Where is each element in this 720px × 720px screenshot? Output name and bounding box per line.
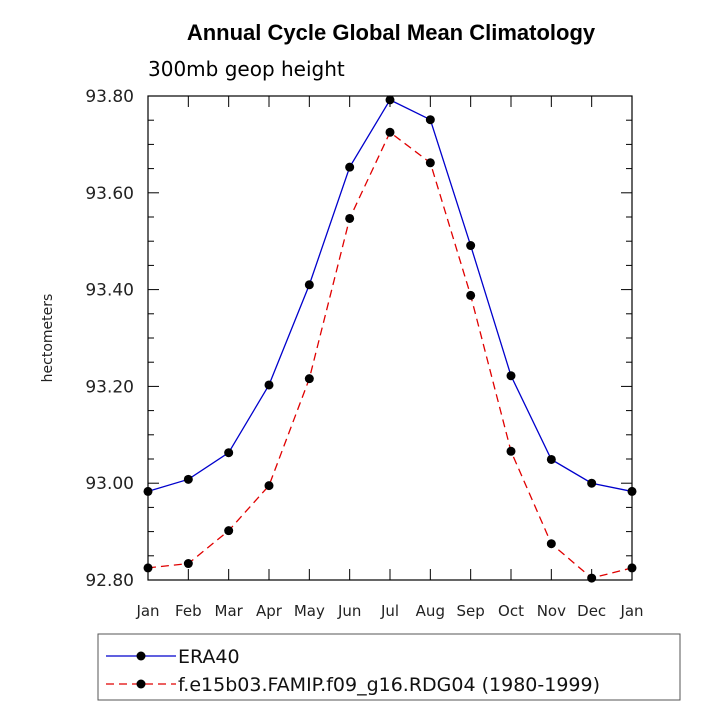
series-line-2 bbox=[147, 131, 633, 579]
data-point-series-1 bbox=[345, 162, 355, 172]
x-tick-label: Aug bbox=[416, 602, 445, 620]
series-lines bbox=[147, 99, 633, 579]
series-points bbox=[143, 95, 637, 583]
data-point-series-1 bbox=[264, 380, 274, 390]
x-tick-label: Jun bbox=[337, 602, 361, 620]
y-axis: 92.80 93.00 93.20 93.40 93.60 93.80 bbox=[85, 87, 632, 591]
x-tick-label: Apr bbox=[256, 602, 283, 620]
data-point-series-2 bbox=[183, 559, 193, 569]
x-tick-label: Feb bbox=[175, 602, 202, 620]
legend: ERA40 f.e15b03.FAMIP.f09_g16.RDG04 (1980-… bbox=[106, 646, 600, 696]
data-point-series-1 bbox=[627, 486, 637, 496]
data-point-series-1 bbox=[587, 478, 597, 488]
data-point-series-2 bbox=[264, 481, 274, 491]
data-point-series-1 bbox=[143, 486, 153, 496]
chart-title: Annual Cycle Global Mean Climatology bbox=[187, 20, 596, 45]
data-point-series-1 bbox=[304, 280, 314, 290]
legend-label-1: ERA40 bbox=[178, 646, 240, 668]
y-tick-label: 92.80 bbox=[85, 571, 134, 591]
data-point-series-2 bbox=[143, 563, 153, 573]
legend-marker-2 bbox=[136, 679, 146, 689]
data-point-series-2 bbox=[224, 526, 234, 536]
data-point-series-1 bbox=[425, 115, 435, 125]
chart-subtitle: 300mb geop height bbox=[148, 57, 345, 81]
data-point-series-2 bbox=[345, 213, 355, 223]
data-point-series-1 bbox=[385, 95, 395, 105]
x-tick-label: Sep bbox=[457, 602, 485, 620]
x-tick-label: May bbox=[294, 602, 325, 620]
y-tick-label: 93.60 bbox=[85, 184, 134, 204]
data-point-series-1 bbox=[224, 448, 234, 458]
x-tick-label: Jul bbox=[380, 602, 399, 620]
x-tick-label: Mar bbox=[215, 602, 244, 620]
y-tick-label: 93.80 bbox=[85, 87, 134, 107]
y-tick-label: 93.00 bbox=[85, 474, 134, 494]
data-point-series-2 bbox=[546, 539, 556, 549]
data-point-series-1 bbox=[466, 241, 476, 251]
data-point-series-1 bbox=[183, 474, 193, 484]
legend-marker-1 bbox=[136, 651, 146, 661]
y-axis-label: hectometers bbox=[40, 294, 56, 383]
x-tick-label: Dec bbox=[577, 602, 606, 620]
legend-label-2: f.e15b03.FAMIP.f09_g16.RDG04 (1980-1999) bbox=[178, 674, 600, 696]
data-point-series-2 bbox=[385, 127, 395, 137]
data-point-series-2 bbox=[627, 563, 637, 573]
data-point-series-2 bbox=[425, 158, 435, 168]
series-line-1 bbox=[147, 99, 633, 493]
data-point-series-1 bbox=[546, 454, 556, 464]
data-point-series-1 bbox=[506, 371, 516, 381]
x-axis: Jan Feb Mar Apr May Jun Jul Aug Sep Oct Nov Dec Jan bbox=[135, 96, 644, 620]
x-tick-label: Jan bbox=[619, 602, 643, 620]
x-tick-label: Nov bbox=[537, 602, 566, 620]
data-point-series-2 bbox=[304, 374, 314, 384]
x-tick-label: Oct bbox=[498, 602, 524, 620]
x-tick-label: Jan bbox=[135, 602, 159, 620]
data-point-series-2 bbox=[466, 290, 476, 300]
y-tick-label: 93.40 bbox=[85, 281, 134, 301]
legend-box bbox=[97, 633, 681, 701]
data-point-series-2 bbox=[587, 573, 597, 583]
data-point-series-2 bbox=[506, 446, 516, 456]
plot-frame bbox=[147, 95, 633, 581]
y-tick-label: 93.20 bbox=[85, 377, 134, 397]
